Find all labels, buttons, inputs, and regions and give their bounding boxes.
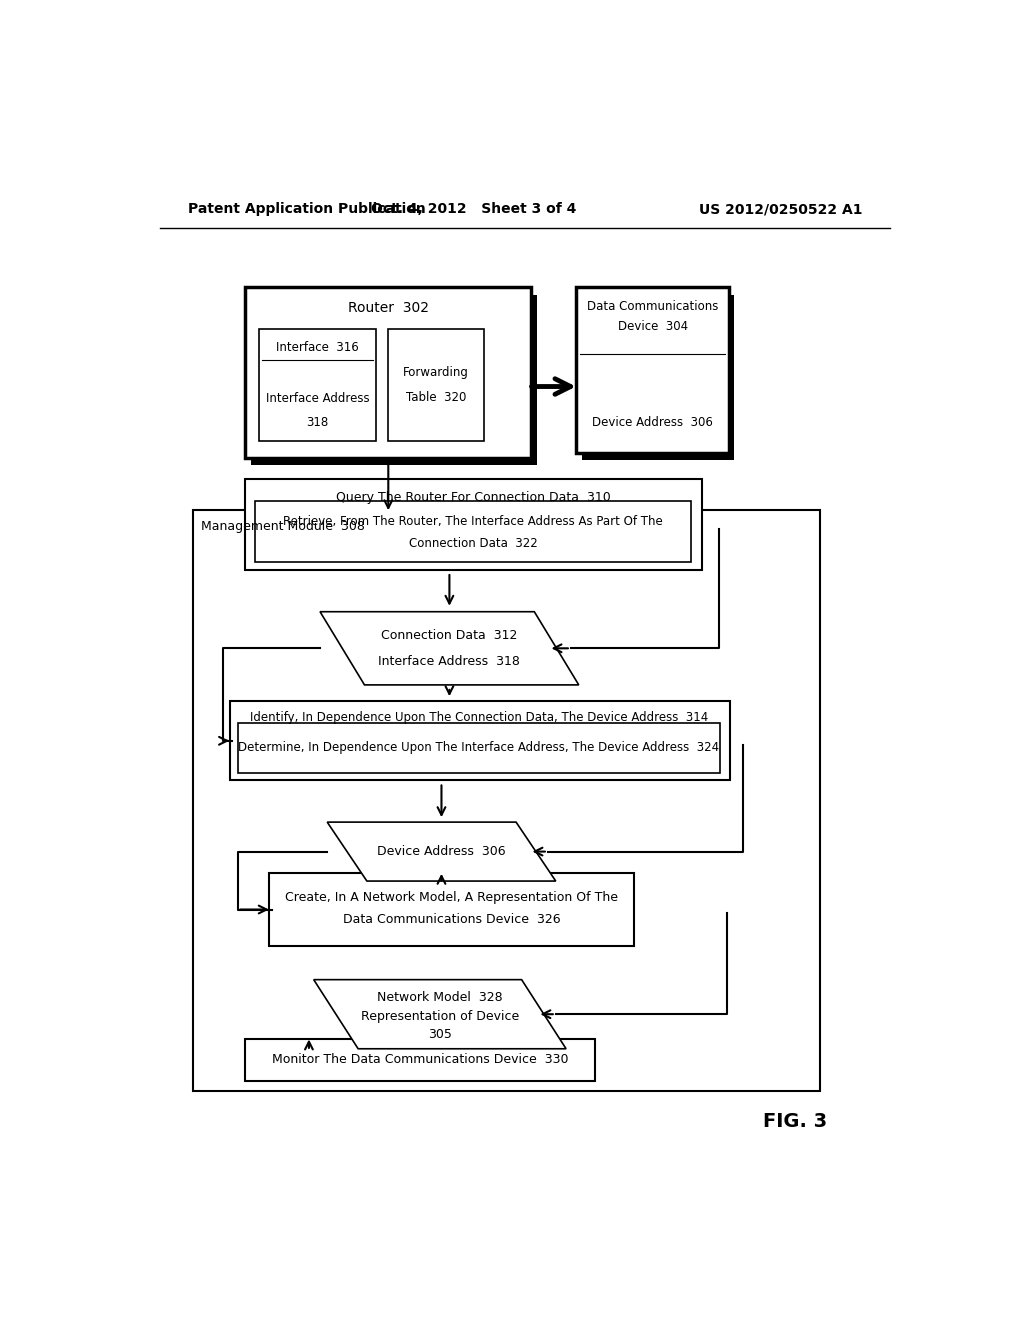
Text: Interface Address: Interface Address — [266, 392, 370, 405]
Text: FIG. 3: FIG. 3 — [763, 1113, 827, 1131]
Text: Query The Router For Connection Data  310: Query The Router For Connection Data 310 — [336, 491, 611, 504]
FancyBboxPatch shape — [269, 873, 634, 946]
Text: Device Address  306: Device Address 306 — [377, 845, 506, 858]
FancyBboxPatch shape — [238, 722, 720, 774]
FancyBboxPatch shape — [246, 1039, 595, 1081]
FancyBboxPatch shape — [577, 288, 729, 453]
FancyBboxPatch shape — [246, 288, 531, 458]
Text: Device Address  306: Device Address 306 — [592, 416, 713, 429]
Text: Router  302: Router 302 — [348, 301, 429, 314]
Text: Connection Data  322: Connection Data 322 — [409, 537, 538, 550]
Text: Create, In A Network Model, A Representation Of The: Create, In A Network Model, A Representa… — [286, 891, 618, 904]
Text: Retrieve, From The Router, The Interface Address As Part Of The: Retrieve, From The Router, The Interface… — [284, 515, 664, 528]
FancyBboxPatch shape — [388, 329, 483, 441]
FancyBboxPatch shape — [246, 479, 701, 570]
FancyBboxPatch shape — [582, 294, 734, 461]
Text: Device  304: Device 304 — [617, 319, 688, 333]
Text: Network Model  328: Network Model 328 — [377, 991, 503, 1005]
Text: Monitor The Data Communications Device  330: Monitor The Data Communications Device 3… — [271, 1053, 568, 1067]
FancyBboxPatch shape — [255, 500, 691, 562]
FancyBboxPatch shape — [259, 329, 377, 441]
Polygon shape — [328, 822, 556, 880]
Text: 305: 305 — [428, 1028, 452, 1041]
Text: Patent Application Publication: Patent Application Publication — [187, 202, 425, 216]
Text: Table  320: Table 320 — [406, 391, 466, 404]
Text: Identify, In Dependence Upon The Connection Data, The Device Address  314: Identify, In Dependence Upon The Connect… — [251, 711, 709, 725]
Text: Representation of Device: Representation of Device — [360, 1010, 519, 1023]
FancyBboxPatch shape — [251, 294, 537, 466]
Text: Interface Address  318: Interface Address 318 — [379, 655, 520, 668]
FancyBboxPatch shape — [229, 701, 729, 780]
Text: 318: 318 — [306, 416, 329, 429]
Text: Forwarding: Forwarding — [403, 367, 469, 379]
Text: Interface  316: Interface 316 — [276, 342, 359, 354]
Polygon shape — [321, 611, 579, 685]
Text: Determine, In Dependence Upon The Interface Address, The Device Address  324: Determine, In Dependence Upon The Interf… — [239, 742, 719, 755]
Text: Data Communications Device  326: Data Communications Device 326 — [343, 913, 560, 927]
Text: US 2012/0250522 A1: US 2012/0250522 A1 — [698, 202, 862, 216]
FancyBboxPatch shape — [194, 510, 820, 1092]
Text: Management Module  308: Management Module 308 — [201, 520, 365, 533]
Text: Data Communications: Data Communications — [587, 300, 718, 313]
Text: Connection Data  312: Connection Data 312 — [381, 628, 517, 642]
Polygon shape — [313, 979, 566, 1049]
Text: Oct. 4, 2012   Sheet 3 of 4: Oct. 4, 2012 Sheet 3 of 4 — [371, 202, 575, 216]
